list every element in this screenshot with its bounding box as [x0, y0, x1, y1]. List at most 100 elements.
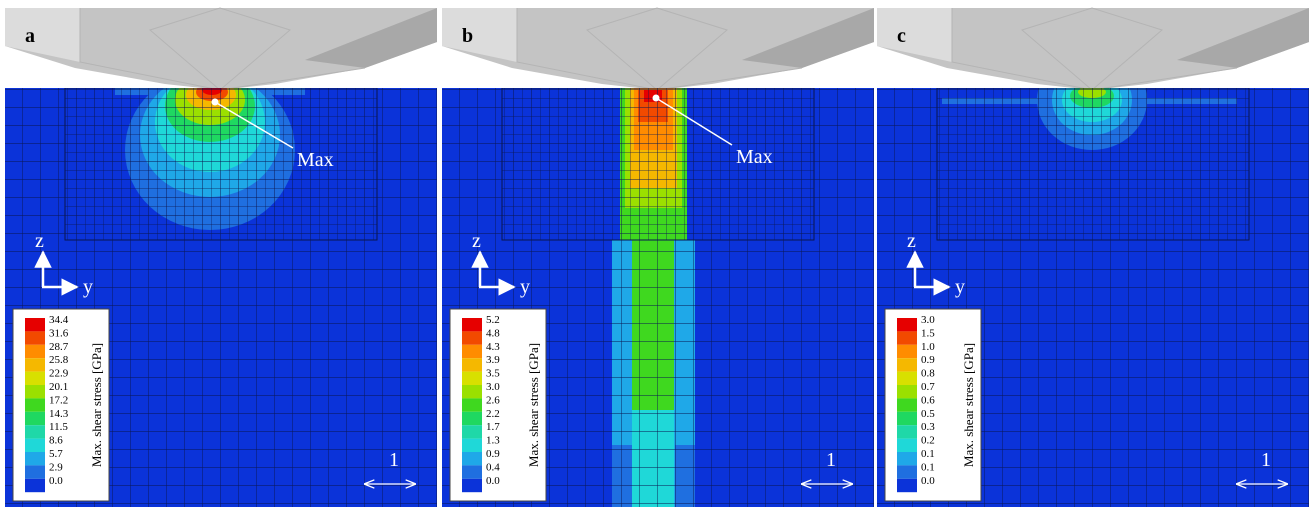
legend-swatch	[25, 371, 45, 385]
legend-tick: 0.0	[49, 475, 63, 487]
legend-swatch	[462, 344, 482, 359]
legend-tick: 3.9	[486, 354, 500, 366]
legend-swatch	[897, 411, 917, 426]
legend-tick: 1.0	[921, 341, 935, 353]
legend-tick: 0.1	[921, 448, 935, 460]
legend-tick: 2.2	[486, 408, 500, 420]
mesh	[5, 88, 437, 507]
legend-swatch	[897, 398, 917, 412]
legend-tick: 0.2	[921, 435, 935, 447]
indenter-edge	[516, 7, 803, 91]
legend-swatch	[462, 371, 482, 385]
legend-tick: 1.5	[921, 327, 935, 339]
indenter	[877, 8, 1309, 90]
legend-swatch	[897, 385, 917, 399]
legend-swatch	[462, 331, 482, 345]
indenter-facet	[742, 8, 874, 68]
legend-tick: 0.0	[486, 475, 500, 487]
legend-title: Max. shear stress [GPa]	[526, 343, 541, 467]
indenter-edge	[79, 7, 366, 91]
legend-tick: 34.4	[49, 314, 69, 326]
fine-grid	[501, 88, 815, 241]
indenter-facet	[5, 8, 80, 62]
annotation-line	[214, 101, 294, 149]
legend-swatch	[25, 438, 45, 452]
indenter-facet	[305, 8, 437, 68]
legend-swatch	[897, 452, 917, 466]
axis-label: z	[35, 230, 44, 252]
legend-swatch	[897, 331, 917, 345]
panel-label: c	[897, 25, 906, 47]
legend-tick: 2.6	[486, 394, 500, 406]
legend-swatch	[25, 344, 45, 359]
indenter	[5, 8, 437, 90]
legend-swatch	[25, 465, 45, 479]
scale-label: 1	[826, 449, 836, 471]
legend-swatch	[897, 318, 917, 332]
legend-tick: 25.8	[49, 354, 69, 366]
annotation: Max	[736, 146, 773, 168]
legend-swatch	[462, 318, 482, 332]
legend-tick: 0.9	[921, 354, 935, 366]
legend-swatch	[897, 371, 917, 385]
axis-label: y	[520, 276, 530, 298]
legend-tick: 5.2	[486, 314, 500, 326]
legend-tick: 4.8	[486, 327, 500, 339]
legend-swatch	[897, 425, 917, 439]
legend-tick: 17.2	[49, 394, 68, 406]
legend-swatch	[462, 411, 482, 426]
legend-tick: 0.3	[921, 421, 935, 433]
indenter-facet	[1177, 8, 1309, 68]
fine-grid	[64, 88, 378, 241]
indenter-facet	[877, 8, 952, 62]
legend-tick: 0.7	[921, 381, 935, 393]
legend-tick: 8.6	[49, 435, 63, 447]
legend-swatch	[462, 478, 482, 493]
legend-tick: 3.0	[921, 314, 935, 326]
legend-tick: 0.8	[921, 368, 935, 380]
legend-tick: 5.7	[49, 448, 63, 460]
legend-tick: 31.6	[49, 327, 69, 339]
annotation-line	[655, 97, 733, 146]
legend-tick: 0.0	[921, 475, 935, 487]
annotation: Max	[297, 149, 334, 171]
legend-swatch	[25, 331, 45, 345]
panel: czy13.01.51.00.90.80.70.60.50.30.20.10.1…	[877, 7, 1309, 507]
scale-label: 1	[1261, 449, 1271, 471]
panel: a Max z y 1 34.431.6 28.725.8 22.920.117.2 14.31…	[5, 7, 437, 507]
indenter-facet	[442, 8, 517, 62]
scale-label: 1	[389, 449, 399, 471]
legend-tick: 28.7	[49, 341, 69, 353]
legend-title: Max. shear stress [GPa]	[961, 343, 976, 467]
legend-tick: 0.6	[921, 394, 935, 406]
legend-tick: 22.9	[49, 368, 69, 380]
panel: b Max z y 1 5.24.8 4.33.9 3.53.02.6 2.21.7 1.30.9…	[442, 7, 874, 507]
legend-swatch	[897, 465, 917, 479]
panel-label: a	[25, 25, 35, 47]
legend-tick: 2.9	[49, 461, 63, 473]
legend-swatch	[462, 425, 482, 439]
legend-swatch	[462, 385, 482, 399]
legend-tick: 4.3	[486, 341, 500, 353]
legend-tick: 20.1	[49, 381, 68, 393]
indenter-edge	[951, 7, 1238, 91]
legend-tick: 0.1	[921, 461, 935, 473]
legend-tick: 1.3	[486, 435, 500, 447]
legend-tick: 11.5	[49, 421, 68, 433]
legend-swatch	[25, 358, 45, 372]
axis-label: z	[907, 230, 916, 252]
indenter	[442, 8, 874, 90]
legend-swatch	[897, 438, 917, 452]
legend-swatch	[897, 478, 917, 493]
legend-swatch	[897, 344, 917, 359]
axis-label: y	[955, 276, 965, 298]
legend-swatch	[25, 452, 45, 466]
legend-tick: 3.5	[486, 368, 500, 380]
legend-swatch	[25, 385, 45, 399]
annotation-dot	[652, 94, 660, 102]
legend-tick: 0.9	[486, 448, 500, 460]
legend-swatch	[462, 398, 482, 412]
legend-swatch	[25, 425, 45, 439]
panel-label: b	[462, 25, 473, 47]
